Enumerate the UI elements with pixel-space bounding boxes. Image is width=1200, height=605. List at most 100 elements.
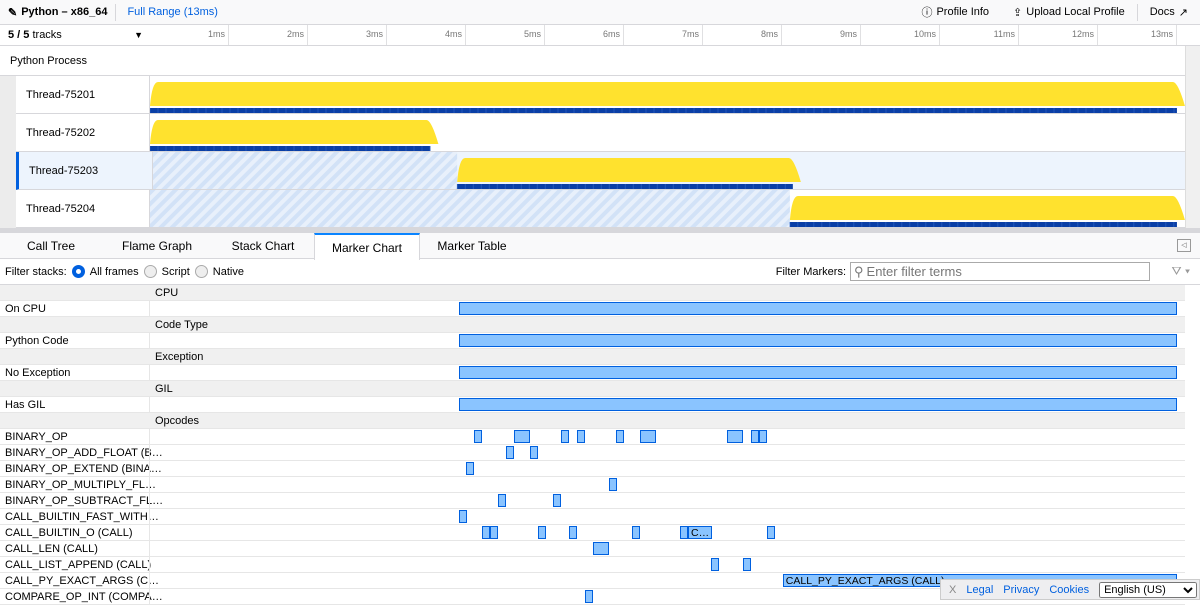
cpu-graph[interactable] <box>150 76 1185 114</box>
ruler-tick: 4ms <box>387 25 466 45</box>
panel-splitter[interactable] <box>0 228 1200 233</box>
marker-filter-input[interactable]: ⚲ Enter filter terms <box>850 262 1150 281</box>
group-label: CPU <box>155 287 179 299</box>
marker[interactable] <box>751 430 760 443</box>
profile-name-button[interactable]: ✎ Python – x86_64 <box>8 3 117 21</box>
marker[interactable] <box>568 526 578 539</box>
cpu-activity <box>150 82 1185 106</box>
group-label: Exception <box>155 351 204 363</box>
legal-link[interactable]: Legal <box>966 583 994 596</box>
marker[interactable] <box>631 526 640 539</box>
sample-bar <box>789 222 1177 227</box>
marker[interactable] <box>577 430 586 443</box>
marker[interactable] <box>458 334 1177 347</box>
track-selector-button[interactable]: 5 / 5 tracks ▼ <box>8 29 143 41</box>
thread-track[interactable]: Thread-75203 <box>16 152 1185 190</box>
thread-track[interactable]: Thread-75202 <box>16 114 1185 152</box>
tab-marker-chart[interactable]: Marker Chart <box>314 233 420 260</box>
marker[interactable] <box>458 366 1177 379</box>
breadcrumb-full-range[interactable]: Full Range (13ms) <box>127 6 218 18</box>
tab-call-tree[interactable]: Call Tree <box>26 239 76 253</box>
thread-track[interactable]: Thread-75204 <box>16 190 1185 228</box>
marker-chart[interactable]: CPU On CPU Code Type Python Code Exception No… <box>0 285 1185 605</box>
marker[interactable] <box>506 446 515 459</box>
marker-row: BINARY_OP_ADD_FLOAT (B… <box>0 445 1185 461</box>
profile-info-button[interactable]: ⓘ Profile Info <box>921 6 990 19</box>
docs-link[interactable]: Docs ↗ <box>1149 6 1188 19</box>
divider <box>149 557 150 573</box>
cpu-activity <box>789 196 1185 220</box>
divider <box>149 333 150 349</box>
marker[interactable] <box>680 526 689 539</box>
marker-group-header: Exception <box>0 349 1185 365</box>
ruler-tick: 1ms <box>150 25 229 45</box>
divider <box>149 429 150 445</box>
privacy-link[interactable]: Privacy <box>1003 583 1040 596</box>
ruler-tick: 2ms <box>229 25 308 45</box>
group-label: Opcodes <box>155 415 200 427</box>
tab-stack-chart[interactable]: Stack Chart <box>231 239 295 253</box>
marker[interactable] <box>743 558 752 571</box>
marker-row: On CPU <box>0 301 1185 317</box>
marker[interactable] <box>537 526 546 539</box>
marker[interactable] <box>529 446 538 459</box>
marker[interactable] <box>639 430 657 443</box>
cpu-graph[interactable] <box>153 152 1188 190</box>
divider <box>149 509 150 525</box>
marker[interactable] <box>759 430 768 443</box>
upload-button[interactable]: ⇪ Upload Local Profile <box>1013 6 1125 19</box>
marker[interactable] <box>498 494 507 507</box>
marker-row: Has GIL <box>0 397 1185 413</box>
marker[interactable]: C… <box>687 526 712 539</box>
marker[interactable] <box>481 526 490 539</box>
marker-row-label: CALL_LEN (CALL) <box>5 543 98 555</box>
inactive-hatch <box>150 190 790 227</box>
thread-tracks: Thread-75201 Thread-75202 Thread-75203 Thre… <box>0 76 1200 228</box>
group-label: GIL <box>155 383 173 395</box>
sample-bar <box>150 108 1177 113</box>
marker[interactable] <box>593 542 609 555</box>
divider <box>149 461 150 477</box>
marker[interactable] <box>458 398 1177 411</box>
divider <box>149 573 150 589</box>
marker[interactable] <box>514 430 530 443</box>
footer-banner: X Legal Privacy Cookies English (US) <box>940 579 1200 600</box>
marker[interactable] <box>458 510 467 523</box>
marker[interactable] <box>585 590 594 603</box>
close-icon[interactable]: X <box>949 583 957 596</box>
filter-funnel-icon[interactable]: ⛛ ▾ <box>1171 264 1190 278</box>
marker[interactable] <box>560 430 569 443</box>
marker[interactable] <box>489 526 499 539</box>
thread-label: Thread-75204 <box>16 190 150 227</box>
radio-script[interactable] <box>143 265 157 278</box>
pencil-icon: ✎ <box>8 6 18 19</box>
sidebar-toggle-icon[interactable]: ◁ <box>1177 239 1191 252</box>
timeline-ruler: 5 / 5 tracks ▼ 1ms 2ms 3ms 4ms 5ms 6ms 7ms 8ms 9m… <box>0 25 1200 46</box>
ruler-tick: 6ms <box>545 25 624 45</box>
process-track-python[interactable]: Python Process <box>0 46 1185 76</box>
marker[interactable] <box>608 478 617 491</box>
marker[interactable] <box>473 430 482 443</box>
cookies-link[interactable]: Cookies <box>1049 583 1090 596</box>
language-select[interactable]: English (US) <box>1099 581 1198 598</box>
marker[interactable] <box>458 302 1177 315</box>
marker[interactable] <box>766 526 775 539</box>
radio-native[interactable] <box>194 265 208 278</box>
marker[interactable] <box>710 558 719 571</box>
cpu-activity <box>150 120 439 144</box>
cpu-graph[interactable] <box>150 190 1185 228</box>
radio-all-frames[interactable] <box>71 265 85 278</box>
thread-track[interactable]: Thread-75201 <box>16 76 1185 114</box>
marker[interactable] <box>616 430 625 443</box>
marker[interactable] <box>726 430 744 443</box>
marker[interactable] <box>466 462 474 475</box>
marker[interactable] <box>552 494 561 507</box>
divider <box>1136 3 1138 21</box>
tab-marker-table[interactable]: Marker Table <box>437 239 507 253</box>
timeline-scrollbar[interactable] <box>1185 46 1200 228</box>
upload-icon: ⇪ <box>1013 6 1023 19</box>
marker-row-label: On CPU <box>5 303 46 315</box>
marker-row: BINARY_OP_SUBTRACT_FL… <box>0 493 1185 509</box>
cpu-graph[interactable] <box>150 114 1185 152</box>
tab-flame-graph[interactable]: Flame Graph <box>121 239 193 253</box>
